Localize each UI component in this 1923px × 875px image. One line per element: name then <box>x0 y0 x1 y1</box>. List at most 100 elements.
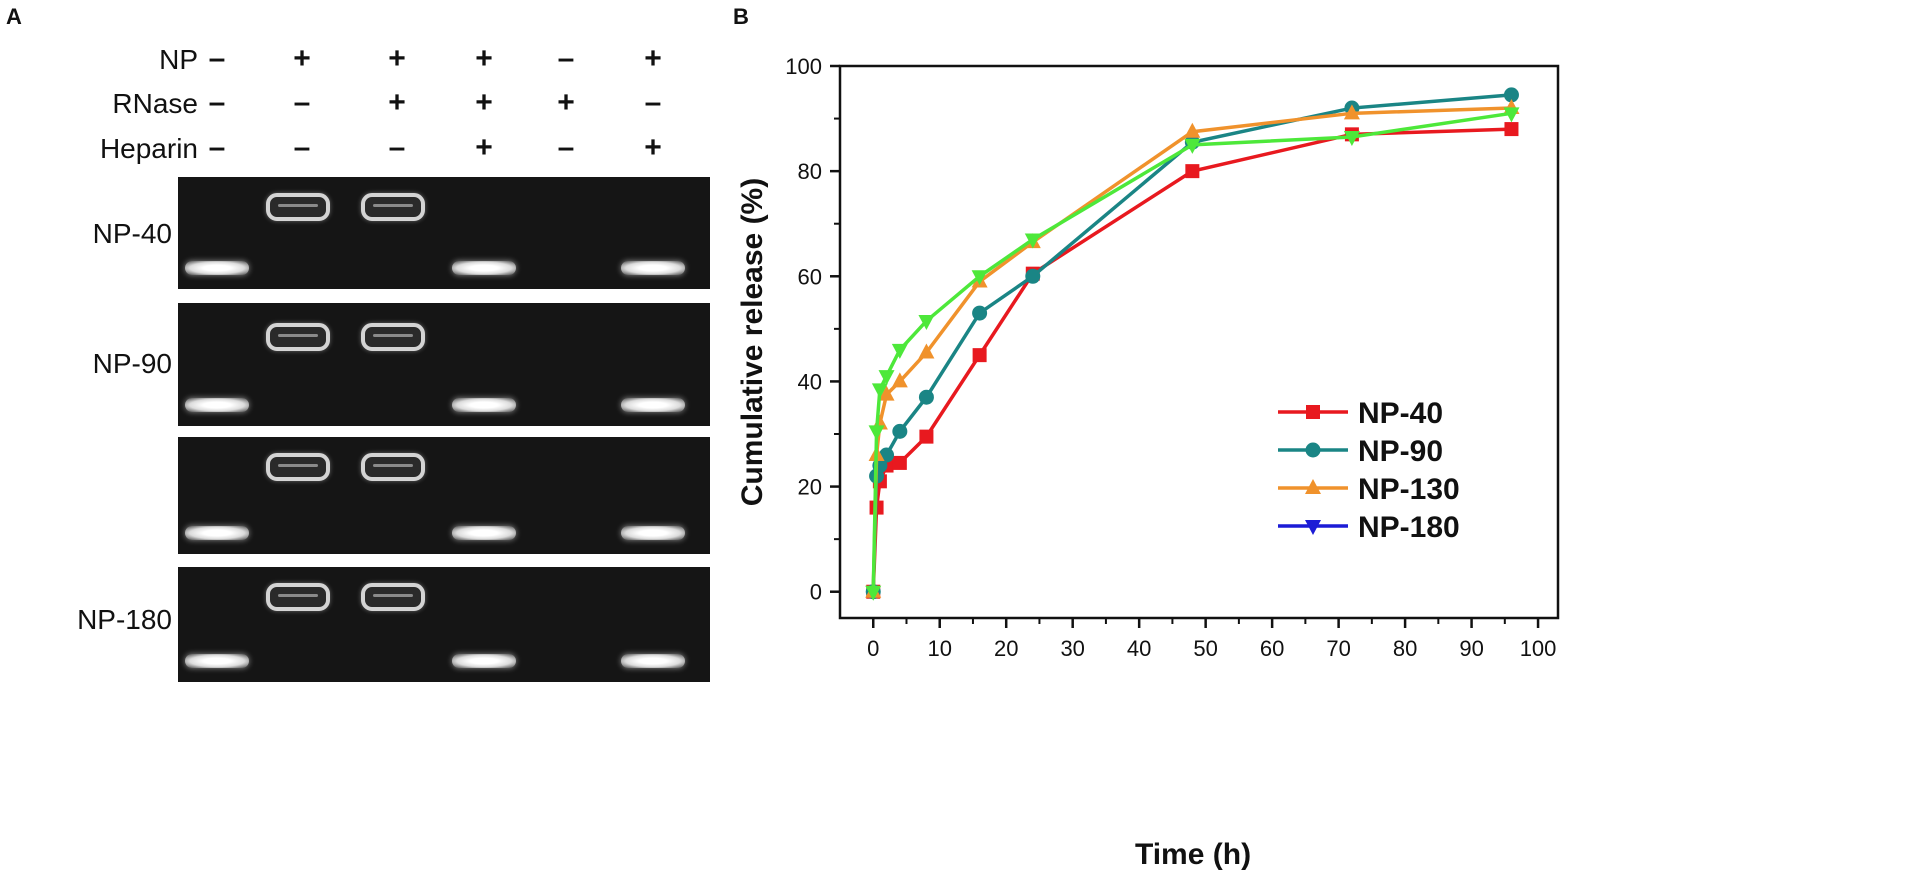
data-point <box>891 372 908 388</box>
data-point <box>865 582 882 598</box>
series-np-180 <box>865 107 1520 601</box>
complex-band <box>361 583 425 611</box>
y-tick-label: 100 <box>785 54 822 79</box>
x-tick-label: 100 <box>1520 636 1557 661</box>
condition-sign: – <box>557 42 575 75</box>
plot-frame <box>838 64 1560 620</box>
data-point <box>1184 134 1200 150</box>
x-tick-label: 50 <box>1193 636 1217 661</box>
data-point <box>918 343 935 359</box>
free-rna-band <box>621 654 685 668</box>
data-point <box>879 458 894 473</box>
free-rna-band <box>185 261 249 275</box>
series-np-130 <box>865 99 1520 598</box>
condition-label: NP <box>159 44 198 75</box>
complex-band <box>361 453 425 481</box>
series-np-90 <box>865 87 1519 600</box>
data-point <box>972 348 987 363</box>
data-point <box>1025 268 1041 284</box>
data-point <box>1305 479 1321 494</box>
condition-sign: + <box>644 131 662 164</box>
data-point <box>1503 87 1519 103</box>
chart-series <box>865 87 1520 601</box>
free-rna-band <box>185 654 249 668</box>
x-tick-label: 20 <box>994 636 1018 661</box>
x-axis-label: Time (h) <box>1135 838 1251 871</box>
data-point <box>1184 122 1201 138</box>
complex-band <box>266 453 330 481</box>
legend-label: NP-40 <box>1358 397 1443 430</box>
condition-sign: – <box>644 86 662 119</box>
data-point <box>878 385 895 401</box>
data-point <box>878 370 895 386</box>
series-line <box>871 93 1512 592</box>
data-point <box>1305 520 1321 535</box>
free-rna-band <box>621 526 685 540</box>
panel-a-letter: A <box>6 4 22 29</box>
condition-sign: – <box>208 42 226 75</box>
data-point <box>1184 138 1201 154</box>
data-point <box>1503 99 1520 115</box>
condition-sign: + <box>293 42 311 75</box>
legend-label: NP-180 <box>1358 511 1460 544</box>
series-line <box>871 127 1512 592</box>
y-tick-label: 80 <box>798 159 822 184</box>
condition-sign: + <box>475 131 493 164</box>
x-tick-label: 0 <box>867 636 879 661</box>
data-point <box>1344 100 1360 116</box>
data-point <box>972 305 988 321</box>
data-point <box>1344 127 1359 142</box>
data-point <box>869 500 884 515</box>
data-point <box>865 584 881 600</box>
condition-sign: – <box>557 131 575 164</box>
data-point <box>892 423 908 439</box>
complex-band <box>361 323 425 351</box>
data-point <box>919 429 934 444</box>
data-point <box>1025 266 1040 281</box>
chart-legend: NP-40 NP-90 NP-130 NP-180 <box>1278 397 1460 544</box>
gel-name: NP-180 <box>77 604 172 635</box>
legend-label: NP-130 <box>1358 473 1460 506</box>
data-point <box>1185 164 1200 179</box>
condition-sign: + <box>644 42 662 75</box>
x-tick-label: 90 <box>1459 636 1483 661</box>
data-point <box>918 314 935 330</box>
series-line <box>871 106 1512 592</box>
data-point <box>872 474 887 489</box>
x-tick-label: 10 <box>927 636 951 661</box>
complex-band <box>361 193 425 221</box>
condition-sign: + <box>557 86 575 119</box>
data-point <box>865 585 882 601</box>
legend-item: NP-90 <box>1278 435 1443 468</box>
condition-label: RNase <box>112 88 198 119</box>
condition-sign: + <box>388 42 406 75</box>
data-point <box>1024 233 1041 249</box>
free-rna-band <box>621 261 685 275</box>
y-tick-label: 60 <box>798 264 822 289</box>
data-point <box>1343 104 1360 120</box>
free-rna-band <box>621 398 685 412</box>
data-point <box>868 425 885 441</box>
x-tick-label: 40 <box>1127 636 1151 661</box>
gel-name: NP-40 <box>92 218 172 249</box>
free-rna-band <box>452 261 516 275</box>
legend-item: NP-180 <box>1278 511 1460 544</box>
x-tick-label: 80 <box>1393 636 1417 661</box>
data-point <box>871 414 888 430</box>
data-point <box>1503 107 1520 123</box>
x-tick-label: 70 <box>1326 636 1350 661</box>
gel-name: NP-90 <box>92 348 172 379</box>
free-rna-band <box>185 526 249 540</box>
free-rna-band <box>452 398 516 412</box>
x-tick-label: 60 <box>1260 636 1284 661</box>
complex-band <box>266 583 330 611</box>
x-tick-label: 30 <box>1060 636 1084 661</box>
condition-sign: – <box>388 131 406 164</box>
condition-sign: – <box>293 86 311 119</box>
condition-sign: – <box>208 86 226 119</box>
data-point <box>1305 442 1321 458</box>
data-point <box>971 272 988 288</box>
data-point <box>879 447 895 463</box>
condition-sign: – <box>293 131 311 164</box>
data-point <box>971 270 988 286</box>
